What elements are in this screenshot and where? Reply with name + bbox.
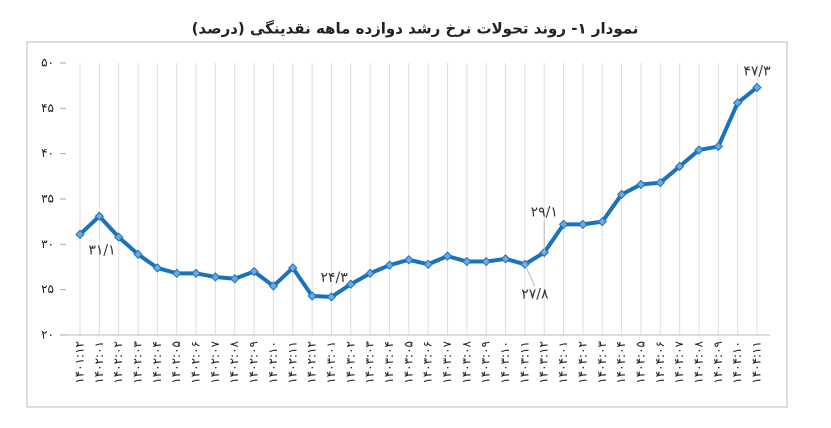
x-tick-label: ۱۴۰۴:۰۲ xyxy=(575,341,589,384)
marker xyxy=(230,274,240,284)
marker xyxy=(346,279,356,289)
marker xyxy=(578,219,588,230)
y-tick-label: ۴۵ xyxy=(41,101,54,115)
leader-line xyxy=(524,264,536,287)
marker xyxy=(191,268,201,279)
x-tick-label: ۱۴۰۴:۰۳ xyxy=(595,340,609,383)
marker xyxy=(636,179,646,190)
x-tick-label: ۱۴۰۳:۱۱ xyxy=(517,341,531,384)
x-tick-label: ۱۴۰۳:۰۶ xyxy=(421,341,435,384)
marker xyxy=(500,254,511,264)
x-tick-label: ۱۴۰۲:۱۰ xyxy=(266,341,280,384)
marker xyxy=(462,256,472,267)
x-tick-label: ۱۴۰۱:۱۲ xyxy=(73,341,87,384)
y-tick-label: ۳۵ xyxy=(41,192,54,206)
marker xyxy=(365,268,375,279)
marker xyxy=(423,259,433,269)
marker xyxy=(307,291,317,301)
marker xyxy=(713,141,724,152)
chart-title: نمودار ۱- روند تحولات نرخ رشد دوازده ماه… xyxy=(192,20,639,38)
x-tick-label: ۱۴۰۴:۰۵ xyxy=(633,341,647,384)
x-tick-label: ۱۴۰۴:۱۱ xyxy=(750,341,764,384)
marker xyxy=(597,216,607,227)
x-tick-label: ۱۴۰۳:۰۹ xyxy=(479,341,493,384)
marker xyxy=(558,219,569,230)
x-tick-label: ۱۴۰۲:۰۹ xyxy=(247,341,261,384)
marker xyxy=(404,255,414,265)
marker xyxy=(94,211,105,221)
x-tick-label: ۱۴۰۲:۰۷ xyxy=(208,340,222,383)
marker xyxy=(75,229,85,240)
y-tick-label: ۳۰ xyxy=(41,237,54,251)
x-tick-label: ۱۴۰۳:۰۵ xyxy=(401,341,415,384)
x-tick-label: ۱۴۰۲:۰۲ xyxy=(111,341,125,384)
x-tick-label: ۱۴۰۳:۰۴ xyxy=(382,341,396,384)
x-tick-label: ۱۴۰۲:۱۲ xyxy=(305,341,319,384)
marker xyxy=(288,263,298,273)
marker xyxy=(655,177,665,188)
line xyxy=(78,85,759,299)
marker xyxy=(384,260,395,270)
marker xyxy=(326,292,337,302)
marker xyxy=(752,82,762,93)
x-tick-label: ۱۴۰۳:۱۲ xyxy=(537,341,551,384)
data-label: ۴۷/۳ xyxy=(743,63,771,79)
x-tick-label: ۱۴۰۴:۰۷ xyxy=(672,340,686,383)
data-label: ۳۱/۱ xyxy=(88,242,115,258)
data-label: ۲۷/۸ xyxy=(521,286,549,302)
x-tick-label: ۱۴۰۲:۰۵ xyxy=(169,341,183,384)
plot-frame xyxy=(26,41,788,408)
data-label: ۲۹/۱ xyxy=(531,204,558,220)
marker xyxy=(442,251,453,261)
marker xyxy=(172,268,182,279)
marker xyxy=(694,145,704,155)
x-tick-label: ۱۴۰۳:۰۸ xyxy=(459,340,473,383)
y-tick-label: ۴۰ xyxy=(41,146,54,160)
marker xyxy=(152,263,163,273)
x-tick-label: ۱۴۰۳:۰۱ xyxy=(324,341,338,384)
marker xyxy=(674,161,685,172)
y-tick-label: ۵۰ xyxy=(41,56,54,70)
y-tick-label: ۲۵ xyxy=(41,282,54,296)
marker xyxy=(210,272,221,282)
x-tick-label: ۱۴۰۲:۰۱ xyxy=(92,341,106,384)
x-tick-label: ۱۴۰۳:۰۲ xyxy=(343,341,357,384)
marker xyxy=(732,98,743,108)
x-tick-label: ۱۴۰۲:۱۱ xyxy=(285,341,299,384)
x-tick-label: ۱۴۰۴:۰۸ xyxy=(691,340,705,383)
x-tick-label: ۱۴۰۳:۱۰ xyxy=(498,341,512,384)
marker xyxy=(113,232,124,242)
marker xyxy=(249,266,259,277)
data-label: ۲۴/۳ xyxy=(320,270,348,286)
x-tick-label: ۱۴۰۴:۰۱ xyxy=(556,341,570,384)
x-tick-label: ۱۴۰۲:۰۶ xyxy=(189,341,203,384)
x-tick-label: ۱۴۰۴:۱۰ xyxy=(730,341,744,384)
x-tick-label: ۱۴۰۲:۰۸ xyxy=(227,340,241,383)
x-tick-label: ۱۴۰۴:۰۴ xyxy=(614,341,628,384)
marker xyxy=(268,281,279,291)
marker xyxy=(481,256,491,267)
marker xyxy=(616,189,627,200)
x-tick-label: ۱۴۰۳:۰۷ xyxy=(440,340,454,383)
x-tick-label: ۱۴۰۲:۰۴ xyxy=(150,341,164,384)
x-tick-label: ۱۴۰۴:۰۹ xyxy=(711,341,725,384)
x-tick-label: ۱۴۰۴:۰۶ xyxy=(653,341,667,384)
y-tick-label: ۲۰ xyxy=(41,328,54,342)
x-tick-label: ۱۴۰۲:۰۳ xyxy=(131,340,145,383)
x-tick-label: ۱۴۰۳:۰۳ xyxy=(363,340,377,383)
marker xyxy=(133,249,143,260)
